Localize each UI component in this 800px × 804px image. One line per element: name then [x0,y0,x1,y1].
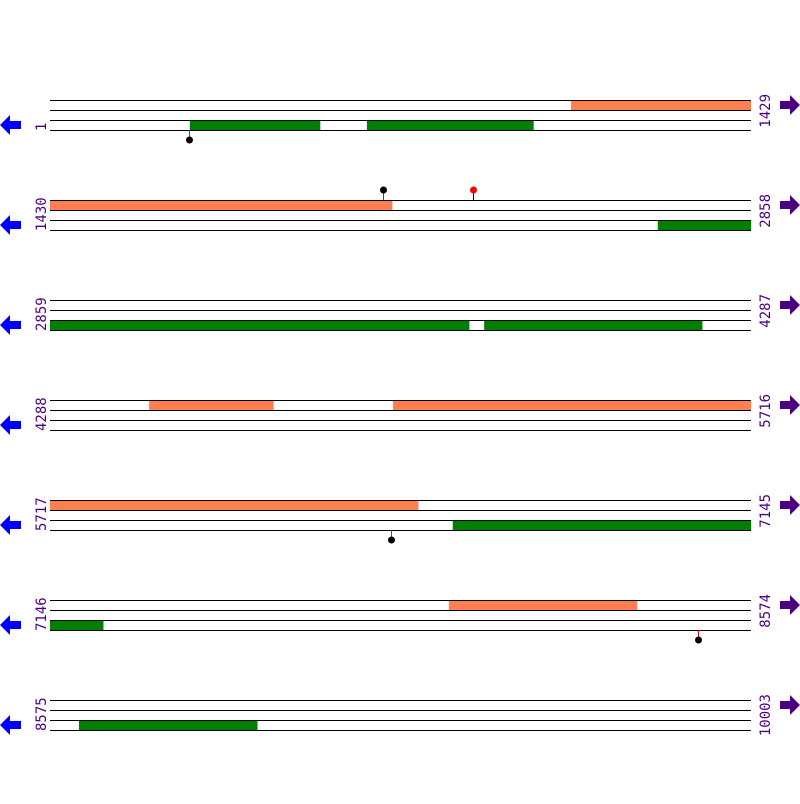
reverse-feature [78,720,258,730]
sequence-row: 2859 4287 [0,294,800,335]
left-arrow-icon [0,515,21,535]
left-arrow-icon [0,115,21,135]
reverse-feature [366,120,534,130]
row-start-label: 1430 [34,197,50,231]
sequence-row: 1 1429 [0,94,800,144]
row-end-label: 5716 [758,394,774,428]
right-arrow-icon [780,595,800,615]
row-end-label: 2858 [758,194,774,228]
sequence-row: 1430 2858 [0,186,800,235]
forward-feature [50,200,393,210]
sequence-row: 5717 7145 [0,494,800,544]
left-arrow-icon [0,415,21,435]
sequence-row: 4288 5716 [0,394,800,435]
reverse-feature [50,320,470,330]
right-arrow-icon [780,495,800,515]
row-start-label: 7146 [34,597,50,631]
row-start-label: 4288 [34,397,50,431]
left-arrow-icon [0,715,21,735]
forward-feature [570,100,751,110]
forward-feature [50,500,419,510]
sequence-row: 8575 10003 [0,694,800,736]
row-end-label: 7145 [758,494,774,528]
forward-feature [392,400,751,410]
site-marker [186,136,193,144]
sequence-row: 7146 8574 [0,594,800,644]
row-start-label: 5717 [34,497,50,531]
site-marker [388,536,395,544]
site-marker [470,186,477,194]
row-end-label: 1429 [758,94,774,128]
site-marker [695,636,702,644]
row-start-label: 8575 [34,697,50,731]
right-arrow-icon [780,695,800,715]
left-arrow-icon [0,215,21,235]
reverse-feature [452,520,751,530]
reverse-feature [50,620,104,630]
reverse-feature [189,120,321,130]
reverse-feature [657,220,751,230]
right-arrow-icon [780,295,800,315]
row-end-label: 8574 [758,594,774,628]
left-arrow-icon [0,315,21,335]
site-marker [380,186,387,194]
forward-feature [448,600,638,610]
forward-feature [149,400,274,410]
reverse-feature [484,320,703,330]
right-arrow-icon [780,195,800,215]
left-arrow-icon [0,615,21,635]
row-start-label: 1 [34,123,50,131]
right-arrow-icon [780,95,800,115]
row-end-label: 10003 [758,694,774,736]
row-end-label: 4287 [758,294,774,328]
row-start-label: 2859 [34,297,50,331]
right-arrow-icon [780,395,800,415]
